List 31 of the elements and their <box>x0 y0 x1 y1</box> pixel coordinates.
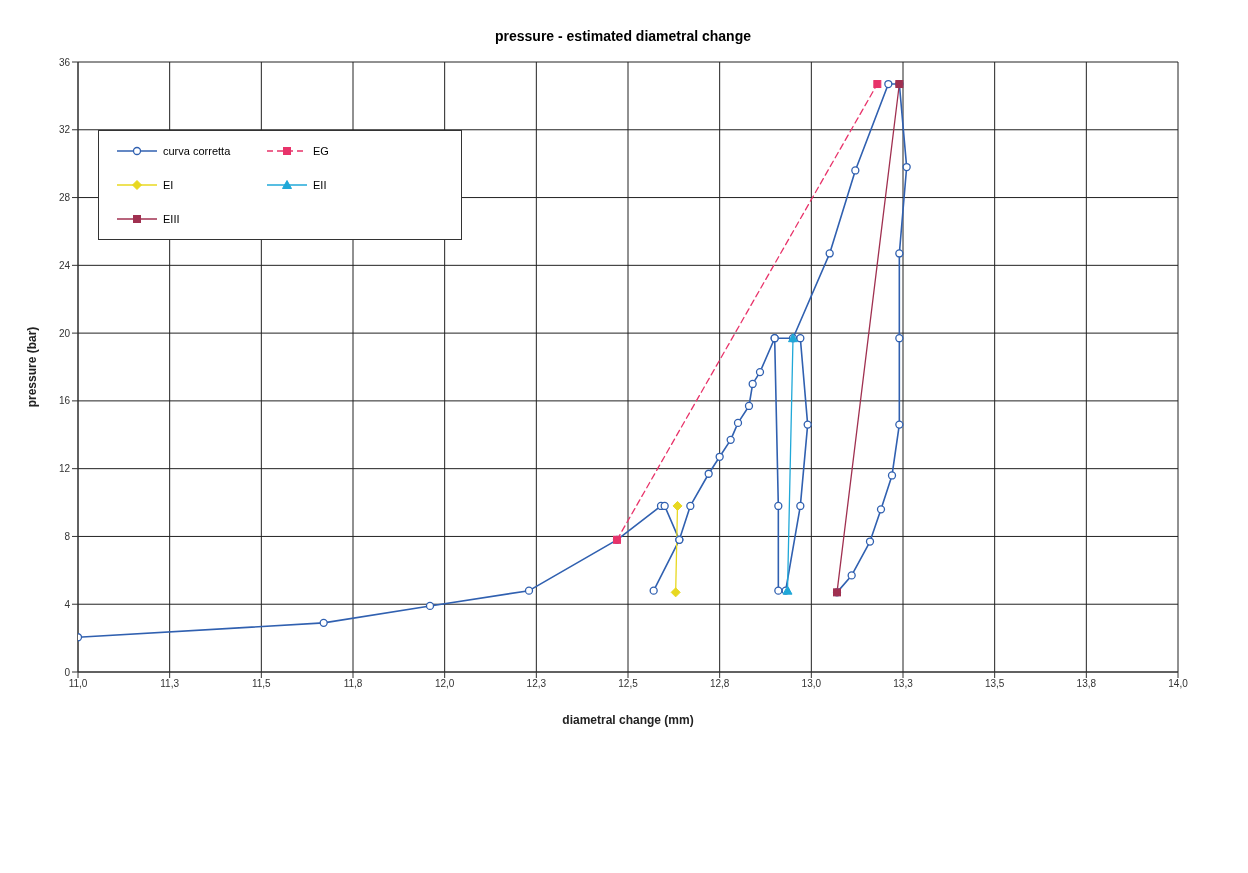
y-tick-label: 24 <box>58 259 71 271</box>
y-tick-label: 28 <box>58 192 71 204</box>
x-axis-title: diametral change (mm) <box>562 713 694 727</box>
x-tick-label: 12,5 <box>618 678 639 690</box>
y-tick-label: 16 <box>58 395 71 407</box>
x-tick-label: 13,3 <box>893 678 914 690</box>
x-tick-label: 11,3 <box>160 678 180 690</box>
y-tick-label: 12 <box>58 463 71 475</box>
y-tick-label: 0 <box>64 666 71 678</box>
y-tick-label: 4 <box>64 598 71 610</box>
y-tick-label: 8 <box>64 530 71 542</box>
x-tick-label: 13,8 <box>1076 678 1097 690</box>
x-tick-label: 14,0 <box>1168 678 1189 690</box>
x-tick-label: 11,5 <box>251 678 272 690</box>
y-tick-label: 36 <box>58 56 71 68</box>
x-tick-label: 12,8 <box>709 678 730 690</box>
legend-label: curva corretta <box>163 145 231 157</box>
x-tick-label: 11,8 <box>343 678 363 690</box>
legend-label: EII <box>313 179 327 191</box>
y-tick-label: 20 <box>58 327 71 339</box>
x-tick-label: 12,0 <box>434 678 455 690</box>
y-tick-label: 32 <box>58 124 71 136</box>
x-tick-label: 11,0 <box>68 678 88 690</box>
legend-label: EG <box>313 145 329 157</box>
legend-label: EIII <box>163 213 180 225</box>
x-tick-label: 13,0 <box>801 678 822 690</box>
y-axis-title: pressure (bar) <box>25 326 40 408</box>
x-tick-label: 13,5 <box>984 678 1005 690</box>
chart-title: pressure - estimated diametral change <box>494 27 752 46</box>
legend-label: EI <box>163 179 174 191</box>
x-tick-label: 12,3 <box>526 678 547 690</box>
